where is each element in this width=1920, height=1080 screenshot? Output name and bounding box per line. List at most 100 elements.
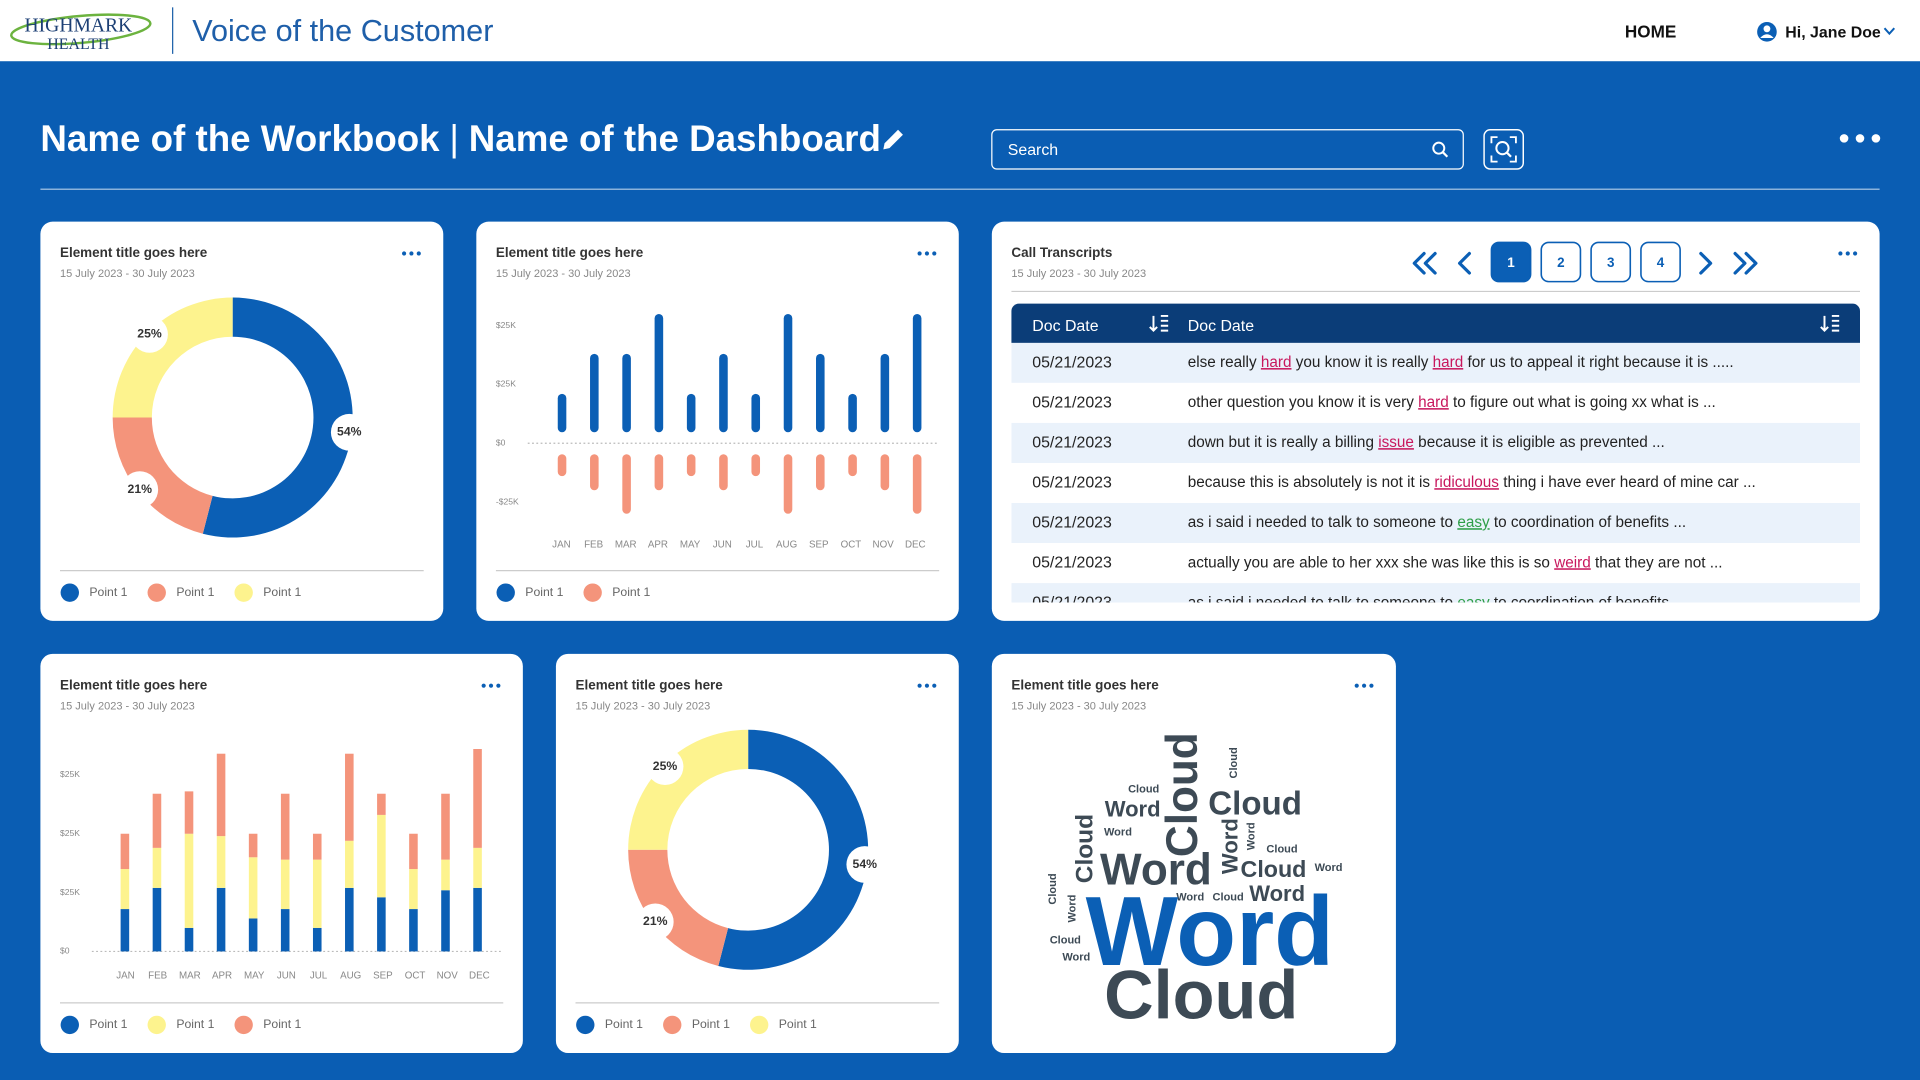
scan-button[interactable] xyxy=(1483,129,1524,170)
search-icon[interactable] xyxy=(1432,141,1446,155)
bar-segment xyxy=(184,833,194,928)
bar xyxy=(719,353,728,433)
x-tick-label: MAR xyxy=(615,539,637,550)
edit-icon[interactable] xyxy=(883,129,903,150)
bar xyxy=(751,454,761,477)
column-header[interactable]: Doc Date xyxy=(1032,318,1098,335)
card-menu[interactable] xyxy=(1362,683,1367,688)
cloud-word[interactable]: Word xyxy=(1104,827,1132,839)
nav-home[interactable]: HOME xyxy=(1625,22,1676,42)
sort-icon[interactable] xyxy=(1149,314,1169,332)
keyword-highlight[interactable]: issue xyxy=(1378,434,1414,451)
y-tick-label: $0 xyxy=(496,438,506,448)
search-box[interactable] xyxy=(991,129,1464,170)
keyword-highlight[interactable]: weird xyxy=(1553,554,1591,571)
cloud-word[interactable]: Cloud xyxy=(1050,934,1081,946)
page-button[interactable] xyxy=(1590,241,1632,283)
card-menu[interactable] xyxy=(496,683,501,688)
card-menu[interactable] xyxy=(917,251,922,256)
card-background xyxy=(40,221,444,621)
x-tick-label: OCT xyxy=(405,971,426,982)
keyword-highlight[interactable]: hard xyxy=(1418,394,1449,411)
keyword-highlight[interactable]: easy xyxy=(1457,594,1490,611)
pager-arrow[interactable] xyxy=(1458,251,1471,275)
pager-arrow[interactable] xyxy=(1423,251,1437,275)
cloud-word[interactable]: Word xyxy=(1218,818,1243,874)
bar-segment xyxy=(120,833,130,870)
card-menu[interactable] xyxy=(924,251,930,256)
cloud-word[interactable]: Cloud xyxy=(1241,856,1307,882)
more-menu[interactable] xyxy=(1871,134,1881,143)
pager-arrow[interactable] xyxy=(1412,251,1426,275)
cloud-word[interactable]: Word xyxy=(1315,862,1343,874)
more-menu[interactable] xyxy=(1855,134,1865,143)
legend-swatch xyxy=(583,583,602,602)
text-segment: other question you know it is very xyxy=(1188,394,1418,411)
card-menu[interactable] xyxy=(1369,683,1374,688)
user-name[interactable]: Hi, Jane Doe xyxy=(1785,24,1881,41)
dashboard-name: Name of the Dashboard xyxy=(469,118,881,159)
donut-slice xyxy=(112,417,213,534)
cloud-word[interactable]: Word xyxy=(1086,876,1334,986)
cloud-word[interactable]: Word xyxy=(1176,891,1204,903)
card-menu[interactable] xyxy=(924,683,930,688)
cell-text: as i said i needed to talk to someone to… xyxy=(1188,594,1670,611)
cloud-word[interactable]: Word xyxy=(1062,951,1090,963)
cloud-word[interactable]: Cloud xyxy=(1158,732,1207,857)
cloud-word[interactable]: Cloud xyxy=(1228,747,1240,778)
cloud-word[interactable]: Cloud xyxy=(1047,873,1059,904)
card-menu[interactable] xyxy=(416,251,421,256)
bar xyxy=(848,393,857,433)
keyword-highlight[interactable]: hard xyxy=(1433,354,1464,371)
cloud-word[interactable]: Word xyxy=(1249,881,1305,906)
column-header[interactable]: Doc Date xyxy=(1188,318,1254,335)
card-title: Call Transcripts xyxy=(1011,245,1112,260)
card-menu[interactable] xyxy=(402,251,407,256)
cloud-word[interactable]: Cloud xyxy=(1266,844,1297,856)
pager-arrow[interactable] xyxy=(1744,251,1758,275)
cloud-word[interactable]: Cloud xyxy=(1208,785,1302,822)
keyword-highlight[interactable]: hard xyxy=(1261,354,1292,371)
card-menu[interactable] xyxy=(488,683,494,688)
pager-arrow[interactable] xyxy=(1699,251,1713,275)
card-menu[interactable] xyxy=(409,251,414,256)
cloud-word[interactable]: Cloud xyxy=(1104,957,1298,1034)
cloud-word[interactable]: Word xyxy=(1067,895,1079,923)
cloud-word[interactable]: Cloud xyxy=(1072,814,1099,883)
card-menu[interactable] xyxy=(1853,251,1858,256)
page-button[interactable] xyxy=(1540,241,1582,283)
x-tick-label: MAY xyxy=(680,539,701,550)
cloud-word[interactable]: Word xyxy=(1100,846,1212,895)
donut-slice xyxy=(628,729,749,850)
cloud-word[interactable]: Word xyxy=(1105,796,1161,821)
bar-segment xyxy=(184,927,194,952)
keyword-highlight[interactable]: easy xyxy=(1457,514,1490,531)
data-label-badge xyxy=(121,471,159,508)
x-tick-label: APR xyxy=(648,539,668,550)
pager-arrow[interactable] xyxy=(1733,251,1747,275)
data-label: 21% xyxy=(128,482,153,496)
cloud-word[interactable]: Cloud xyxy=(1128,784,1159,796)
bar xyxy=(880,353,890,433)
card-menu[interactable] xyxy=(1838,251,1843,256)
data-label-badge xyxy=(636,903,674,941)
more-menu[interactable] xyxy=(1839,134,1849,143)
card-menu[interactable] xyxy=(917,683,922,688)
card-menu[interactable] xyxy=(1845,251,1850,256)
legend-label: Point 1 xyxy=(692,1017,730,1031)
page-button[interactable] xyxy=(1640,241,1681,283)
bar-segment xyxy=(312,859,322,928)
card-menu[interactable] xyxy=(932,683,937,688)
cloud-word[interactable]: Cloud xyxy=(1213,891,1244,903)
card-menu[interactable] xyxy=(481,683,486,688)
search-icon-handle xyxy=(1442,151,1449,158)
cloud-word[interactable]: Word xyxy=(1245,822,1257,850)
keyword-highlight[interactable]: ridiculous xyxy=(1434,474,1499,491)
bar-segment xyxy=(473,887,482,952)
card-menu[interactable] xyxy=(932,251,937,256)
sort-icon[interactable] xyxy=(1820,314,1840,332)
card-menu[interactable] xyxy=(1354,683,1359,688)
page-button[interactable] xyxy=(1490,241,1532,283)
card-title: Element title goes here xyxy=(576,677,724,692)
user-menu-chevron[interactable] xyxy=(1883,27,1896,36)
